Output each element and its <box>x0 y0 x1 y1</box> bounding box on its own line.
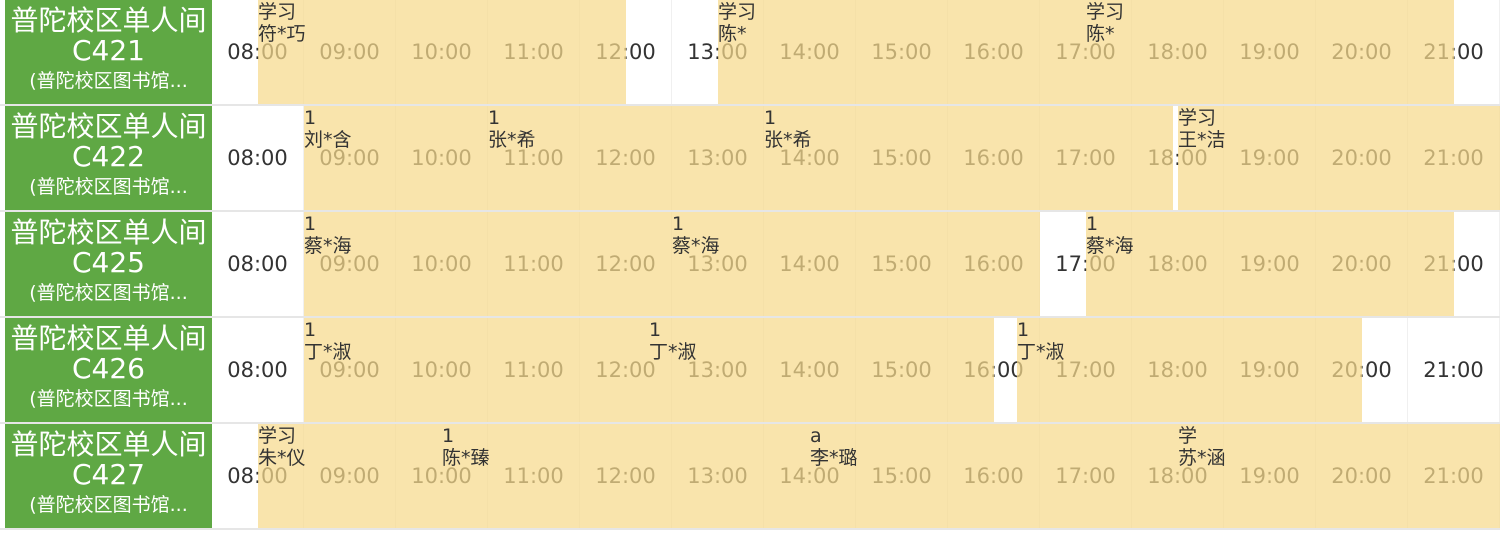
room-location: (普陀校区图书馆... <box>29 176 188 198</box>
booking-block[interactable]: 学习 陈* <box>1086 0 1454 104</box>
room-name: 普陀校区单人间C426 <box>10 322 207 385</box>
booking-title: 学 <box>1178 425 1198 447</box>
booking-block[interactable]: 1 蔡*海 <box>1086 212 1454 316</box>
booking-title: 学习 <box>258 1 297 23</box>
room-location: (普陀校区图书馆... <box>29 70 188 92</box>
booking-title: 学习 <box>1178 107 1217 129</box>
booking-user: 王*洁 <box>1178 129 1226 151</box>
booking-title: 1 <box>764 107 777 129</box>
room-location: (普陀校区图书馆... <box>29 282 188 304</box>
room-location: (普陀校区图书馆... <box>29 388 188 410</box>
room-header[interactable]: 普陀校区单人间C421 (普陀校区图书馆... <box>5 0 212 104</box>
booking-user: 蔡*海 <box>672 235 720 257</box>
booking-user: 苏*涵 <box>1178 447 1226 469</box>
time-slot[interactable]: 08:00 <box>212 318 304 422</box>
room-name: 普陀校区单人间C421 <box>10 4 207 67</box>
room-header[interactable]: 普陀校区单人间C425 (普陀校区图书馆... <box>5 212 212 316</box>
booking-title: 学习 <box>718 1 757 23</box>
booking-block[interactable]: 学习 陈* <box>718 0 1086 104</box>
booking-user: 丁*淑 <box>304 341 352 363</box>
booking-title: 1 <box>1017 319 1030 341</box>
booking-block[interactable]: 1 丁*淑 <box>304 318 649 422</box>
booking-block[interactable]: 学苏*涵 <box>1178 424 1500 528</box>
booking-title: 1 <box>442 425 455 447</box>
booking-block[interactable]: 1 张*希 <box>488 106 764 210</box>
booking-user: 蔡*海 <box>1086 235 1134 257</box>
time-slot[interactable]: 08:00 <box>212 212 304 316</box>
booking-block[interactable]: 1 蔡*海 <box>304 212 672 316</box>
booking-title: 1 <box>304 319 317 341</box>
room-row: 普陀校区单人间C421(普陀校区图书馆...08:0009:0010:0011:… <box>0 0 1500 106</box>
booking-block[interactable]: 1 蔡*海 <box>672 212 1040 316</box>
booking-block[interactable]: 学习 王*洁 <box>1178 106 1500 210</box>
room-name: 普陀校区单人间C422 <box>10 110 207 173</box>
room-row: 普陀校区单人间C422(普陀校区图书馆...08:0009:0010:0011:… <box>0 106 1500 212</box>
booking-user: 张*希 <box>488 129 536 151</box>
booking-user: 刘*含 <box>304 129 352 151</box>
booking-block[interactable]: 1 张*希 <box>764 106 1174 210</box>
booking-block[interactable]: a 李*璐 <box>810 424 1178 528</box>
booking-user: 陈*臻 <box>442 447 490 469</box>
booking-user: 丁*淑 <box>649 341 697 363</box>
booking-user: 李*璐 <box>810 447 858 469</box>
booking-title: 1 <box>649 319 662 341</box>
booking-user: 陈* <box>718 23 747 45</box>
booking-block[interactable]: 1 丁*淑 <box>649 318 994 422</box>
room-header[interactable]: 普陀校区单人间C427 (普陀校区图书馆... <box>5 424 212 528</box>
booking-block[interactable]: 学习 符*巧 <box>258 0 626 104</box>
booking-title: 学习 <box>1086 1 1125 23</box>
booking-block[interactable]: 1 陈*臻 <box>442 424 810 528</box>
booking-title: 1 <box>672 213 685 235</box>
room-header[interactable]: 普陀校区单人间C422 (普陀校区图书馆... <box>5 106 212 210</box>
room-row: 普陀校区单人间C425(普陀校区图书馆...08:0009:0010:0011:… <box>0 212 1500 318</box>
booking-user: 蔡*海 <box>304 235 352 257</box>
booking-title: 学习 <box>258 425 297 447</box>
booking-block[interactable]: 1 丁*淑 <box>1017 318 1362 422</box>
room-name: 普陀校区单人间C425 <box>10 216 207 279</box>
booking-user: 符*巧 <box>258 23 306 45</box>
time-slot[interactable]: 08:00 <box>212 106 304 210</box>
room-row: 普陀校区单人间C427(普陀校区图书馆...08:0009:0010:0011:… <box>0 424 1500 530</box>
booking-user: 陈* <box>1086 23 1115 45</box>
booking-title: 1 <box>1086 213 1099 235</box>
room-location: (普陀校区图书馆... <box>29 494 188 516</box>
booking-title: 1 <box>304 107 317 129</box>
room-name: 普陀校区单人间C427 <box>10 428 207 491</box>
room-row: 普陀校区单人间C426(普陀校区图书馆...08:0009:0010:0011:… <box>0 318 1500 424</box>
booking-user: 朱*仪 <box>258 447 306 469</box>
booking-title: 1 <box>488 107 501 129</box>
booking-title: a <box>810 425 822 447</box>
time-slot[interactable]: 21:00 <box>1408 318 1500 422</box>
booking-block[interactable]: 学习 朱*仪 <box>258 424 442 528</box>
booking-user: 张*希 <box>764 129 812 151</box>
booking-title: 1 <box>304 213 317 235</box>
booking-user: 丁*淑 <box>1017 341 1065 363</box>
room-header[interactable]: 普陀校区单人间C426 (普陀校区图书馆... <box>5 318 212 422</box>
booking-block[interactable]: 1 刘*含 <box>304 106 488 210</box>
